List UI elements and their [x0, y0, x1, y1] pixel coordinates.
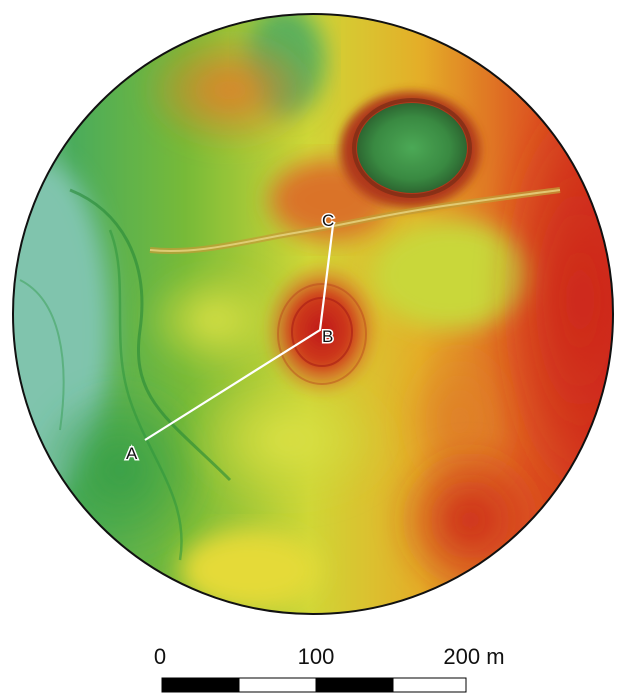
crater-rim-line	[352, 98, 472, 198]
profile-point-a-label: A	[126, 444, 138, 463]
scale-segment-4	[392, 677, 467, 693]
profile-point-b-label: B	[322, 327, 333, 346]
south-yellow-lobe	[180, 530, 320, 610]
scale-label-200m: 200 m	[443, 644, 504, 669]
central-yellow-flat	[140, 265, 290, 375]
hillshade-overlay	[13, 14, 613, 614]
eastern-highland	[490, 80, 613, 520]
drainage-channel-1	[69, 188, 232, 482]
scale-segment-2	[238, 677, 317, 693]
trail-road-highlight	[149, 189, 561, 252]
scale-label-100: 100	[298, 644, 335, 669]
crater-floor	[357, 103, 467, 193]
map-circle-border	[12, 13, 614, 615]
scale-label-0: 0	[154, 644, 166, 669]
southern-yellow-slope	[180, 370, 400, 510]
scale-bar: 0 100 200 m	[154, 644, 505, 693]
hill-contour-2	[277, 283, 367, 385]
scale-segment-3	[315, 677, 394, 693]
eastern-yellow-terrace	[370, 220, 530, 330]
elevation-map: A B C	[13, 14, 613, 614]
profile-line	[144, 224, 335, 441]
scale-segment-1	[161, 677, 240, 693]
drainage-channel-2	[108, 229, 183, 561]
central-hill	[262, 260, 382, 400]
hill-contour-1	[291, 297, 353, 367]
drainage-channel-3	[19, 279, 65, 431]
north-orange-ridge	[140, 30, 320, 150]
profile-point-c-label: C	[322, 211, 334, 230]
